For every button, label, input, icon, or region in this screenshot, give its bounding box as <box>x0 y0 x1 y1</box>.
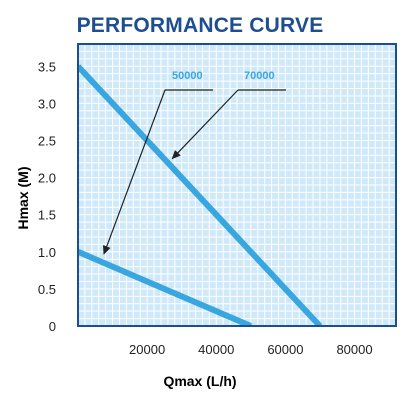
y-tick-label: 3.5 <box>38 59 56 74</box>
legend-label-70000: 70000 <box>244 70 275 82</box>
y-tick-label: 1.0 <box>38 245 56 260</box>
x-tick-label: 60000 <box>267 342 303 357</box>
y-tick-label: 3.0 <box>38 96 56 111</box>
x-axis-label: Qmax (L/h) <box>163 373 237 389</box>
x-tick-label: 80000 <box>336 342 372 357</box>
legend-arrow-70000 <box>171 89 239 160</box>
x-tick-label: 20000 <box>129 342 165 357</box>
y-tick-label: 0.5 <box>38 282 56 297</box>
y-tick-label: 2.5 <box>38 133 56 148</box>
plot-frame <box>77 43 397 327</box>
series-line-70000 <box>78 64 323 326</box>
y-tick-label: 2.0 <box>38 171 56 186</box>
y-tick-label: 1.5 <box>38 208 56 223</box>
x-tick-label: 40000 <box>198 342 234 357</box>
legend-arrow-50000 <box>102 89 166 255</box>
y-tick-label: 0 <box>49 319 56 334</box>
chart-title: PERFORMANCE CURVE <box>76 14 324 37</box>
legend-label-50000: 50000 <box>172 70 203 82</box>
series-line-50000 <box>78 249 253 326</box>
